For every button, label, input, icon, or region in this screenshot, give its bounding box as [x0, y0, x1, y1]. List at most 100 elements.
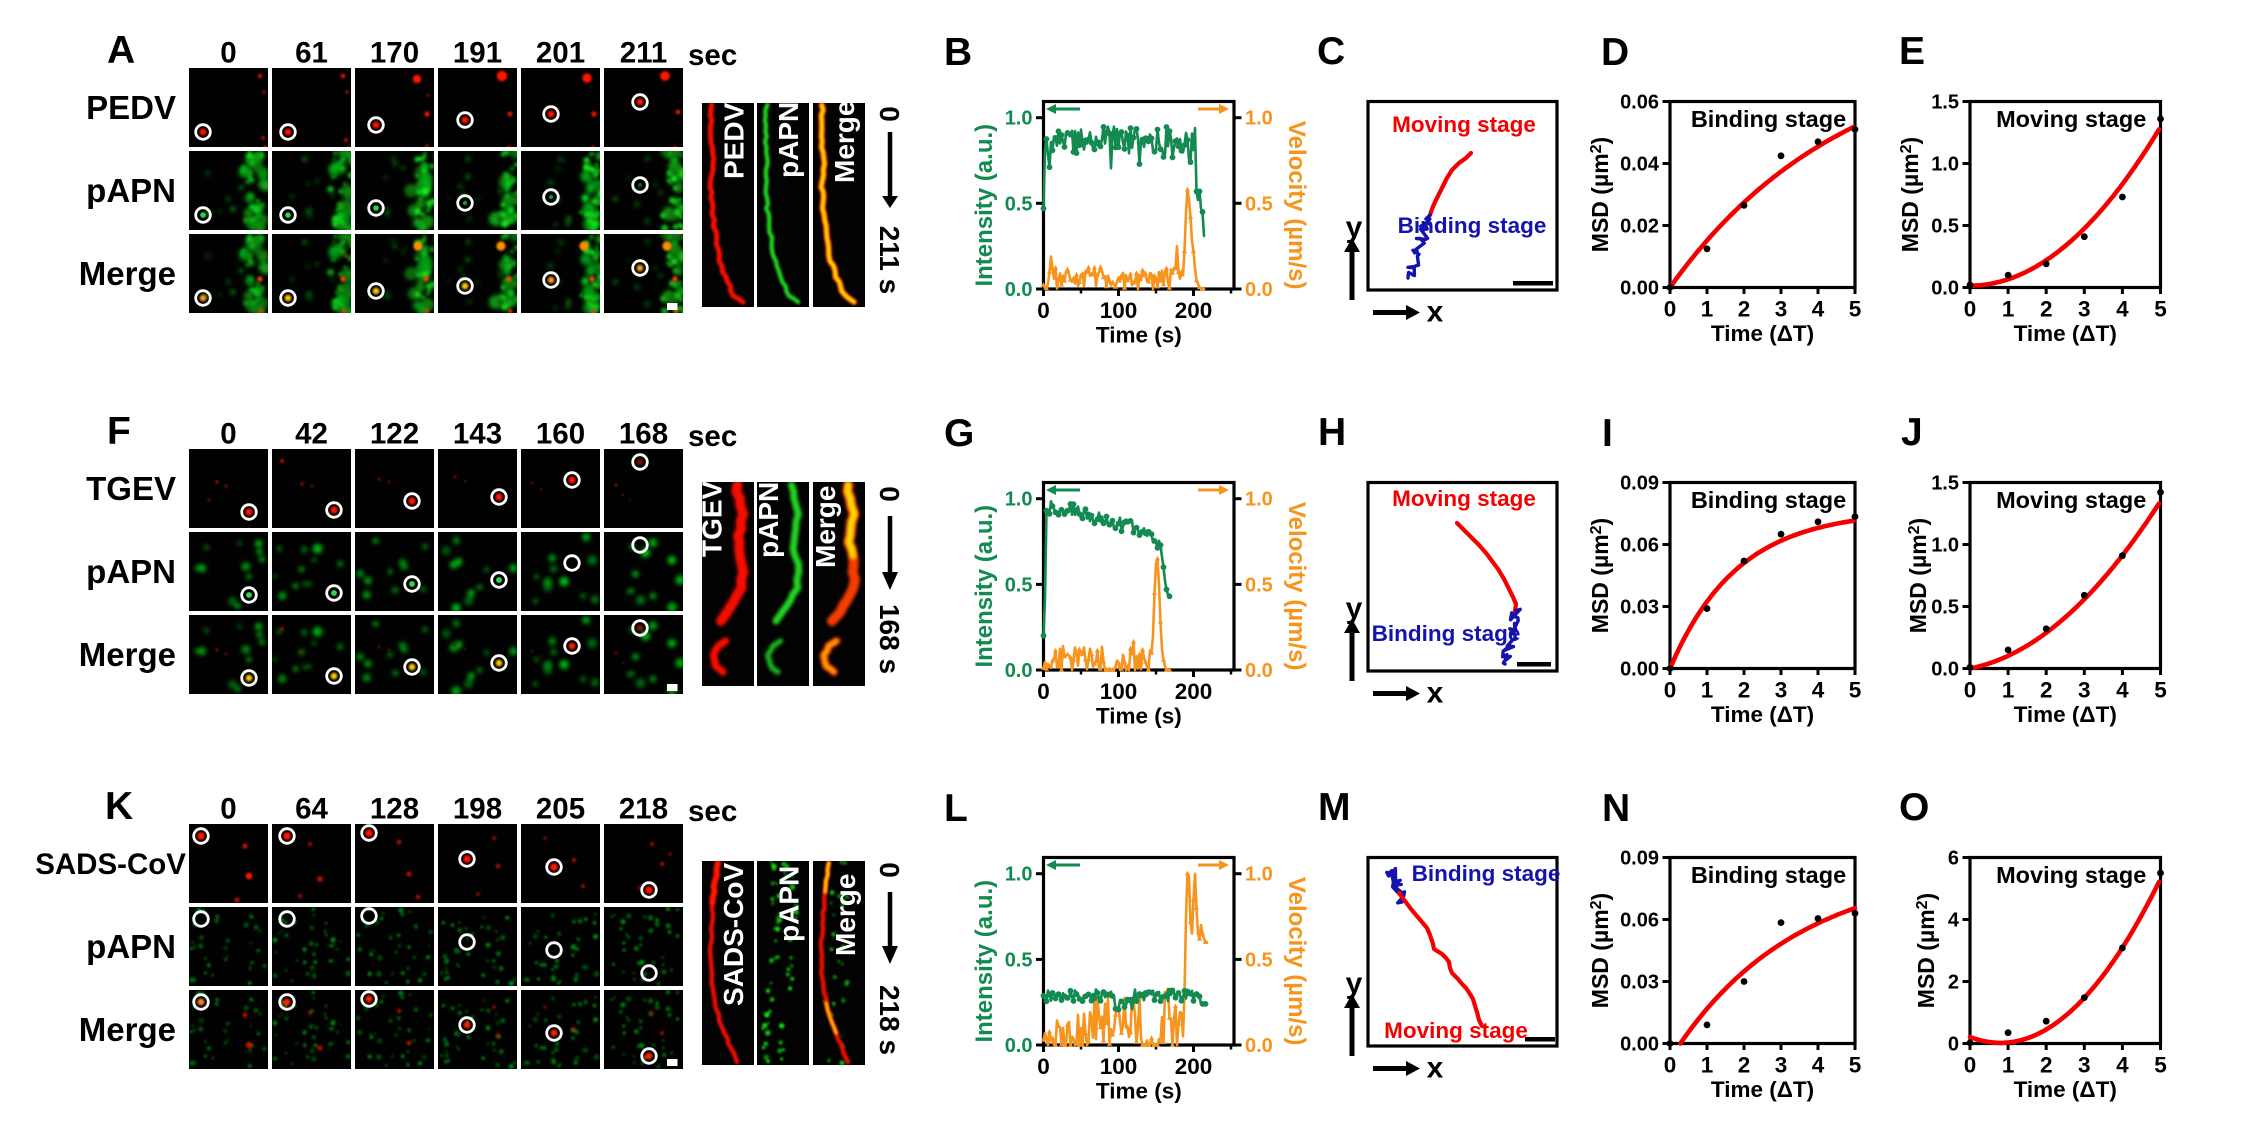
svg-text:1: 1 [2002, 678, 2015, 703]
svg-text:TGEV: TGEV [86, 470, 176, 507]
svg-text:4: 4 [2116, 678, 2129, 703]
svg-text:2: 2 [2040, 297, 2053, 322]
svg-text:1.0: 1.0 [1245, 108, 1273, 130]
svg-text:Moving stage: Moving stage [1996, 862, 2146, 888]
svg-text:Moving stage: Moving stage [1384, 1018, 1528, 1043]
svg-text:0: 0 [1948, 1034, 1959, 1056]
svg-text:Intensity (a.u.): Intensity (a.u.) [971, 505, 998, 668]
svg-text:0.5: 0.5 [1931, 597, 1959, 619]
svg-text:K: K [105, 785, 133, 828]
svg-text:L: L [944, 787, 968, 830]
svg-text:0.5: 0.5 [1005, 949, 1033, 971]
svg-text:4: 4 [1812, 1053, 1825, 1078]
svg-text:1.5: 1.5 [1931, 473, 1959, 495]
svg-text:0: 0 [1964, 1053, 1977, 1078]
svg-text:128: 128 [370, 793, 419, 826]
svg-text:MSD (µm2): MSD (µm2) [1905, 518, 1931, 633]
svg-text:0.06: 0.06 [1620, 910, 1659, 932]
svg-text:200: 200 [1175, 1054, 1213, 1079]
svg-text:0: 0 [1664, 297, 1677, 322]
svg-text:0: 0 [874, 106, 905, 122]
svg-text:pAPN: pAPN [753, 482, 784, 558]
svg-text:4: 4 [1812, 297, 1825, 322]
svg-text:5: 5 [1849, 1053, 1862, 1078]
svg-text:0.5: 0.5 [1005, 193, 1033, 215]
svg-text:64: 64 [295, 793, 328, 826]
svg-text:0.09: 0.09 [1620, 848, 1659, 870]
svg-text:205: 205 [536, 793, 585, 826]
svg-text:2: 2 [2040, 678, 2053, 703]
svg-text:0.09: 0.09 [1620, 473, 1659, 495]
svg-text:Time (ΔT): Time (ΔT) [1711, 1077, 1814, 1102]
svg-text:218: 218 [619, 793, 668, 826]
svg-text:61: 61 [295, 37, 328, 70]
svg-text:1: 1 [2002, 297, 2015, 322]
svg-text:Merge: Merge [79, 636, 176, 673]
svg-text:MSD (µm2): MSD (µm2) [1587, 893, 1613, 1008]
svg-text:Moving stage: Moving stage [1996, 487, 2146, 513]
svg-text:0.06: 0.06 [1620, 535, 1659, 557]
svg-text:0.04: 0.04 [1620, 154, 1660, 176]
svg-text:5: 5 [2154, 678, 2167, 703]
svg-text:198: 198 [453, 793, 502, 826]
svg-text:Binding stage: Binding stage [1412, 861, 1561, 886]
svg-text:0: 0 [1664, 1053, 1677, 1078]
svg-text:Time (ΔT): Time (ΔT) [1711, 321, 1814, 346]
svg-text:Merge: Merge [829, 101, 860, 183]
svg-text:100: 100 [1100, 1054, 1138, 1079]
svg-text:0.0: 0.0 [1005, 660, 1033, 682]
svg-text:3: 3 [2078, 297, 2091, 322]
svg-text:PEDV: PEDV [86, 89, 176, 126]
svg-text:MSD (µm2): MSD (µm2) [1587, 137, 1613, 252]
svg-text:0: 0 [220, 37, 236, 70]
svg-text:2: 2 [1948, 972, 1959, 994]
svg-text:Moving stage: Moving stage [1392, 486, 1536, 511]
svg-text:0.0: 0.0 [1931, 659, 1959, 681]
svg-text:Intensity (a.u.): Intensity (a.u.) [971, 880, 998, 1043]
svg-text:pAPN: pAPN [86, 553, 176, 590]
svg-text:1.0: 1.0 [1005, 489, 1033, 511]
svg-text:0.02: 0.02 [1620, 216, 1659, 238]
svg-text:0.00: 0.00 [1620, 1034, 1659, 1056]
svg-text:A: A [107, 29, 135, 72]
svg-text:1: 1 [2002, 1053, 2015, 1078]
svg-text:0.0: 0.0 [1005, 279, 1033, 301]
svg-text:x: x [1427, 296, 1444, 329]
svg-text:0: 0 [1664, 678, 1677, 703]
svg-text:x: x [1427, 1052, 1444, 1085]
svg-text:pAPN: pAPN [774, 866, 805, 942]
svg-text:Binding stage: Binding stage [1691, 487, 1846, 513]
svg-text:sec: sec [688, 39, 737, 72]
svg-text:201: 201 [536, 37, 585, 70]
svg-text:G: G [944, 412, 974, 455]
svg-text:0.0: 0.0 [1245, 279, 1273, 301]
svg-text:1.0: 1.0 [1245, 864, 1273, 886]
svg-text:0: 0 [874, 486, 905, 502]
svg-text:100: 100 [1100, 298, 1138, 323]
svg-text:4: 4 [1948, 910, 1960, 932]
svg-text:211 s: 211 s [874, 226, 905, 295]
svg-text:C: C [1317, 30, 1345, 73]
svg-text:0.06: 0.06 [1620, 92, 1659, 114]
svg-text:Moving stage: Moving stage [1392, 112, 1536, 137]
svg-text:0.5: 0.5 [1931, 216, 1959, 238]
svg-text:191: 191 [453, 37, 502, 70]
svg-text:0.00: 0.00 [1620, 278, 1659, 300]
svg-text:O: O [1899, 786, 1929, 829]
svg-text:Intensity (a.u.): Intensity (a.u.) [971, 124, 998, 287]
svg-text:y: y [1346, 211, 1363, 244]
svg-text:1.5: 1.5 [1931, 92, 1959, 114]
svg-text:0: 0 [220, 793, 236, 826]
svg-text:0: 0 [874, 862, 905, 878]
svg-text:5: 5 [1849, 678, 1862, 703]
svg-text:3: 3 [2078, 1053, 2091, 1078]
svg-text:Binding stage: Binding stage [1398, 213, 1547, 238]
svg-text:Merge: Merge [79, 255, 176, 292]
svg-text:pAPN: pAPN [86, 928, 176, 965]
svg-text:pAPN: pAPN [773, 102, 804, 178]
svg-text:Time (ΔT): Time (ΔT) [1711, 702, 1814, 727]
svg-text:Binding stage: Binding stage [1691, 106, 1846, 132]
svg-text:170: 170 [370, 37, 419, 70]
svg-text:Merge: Merge [810, 486, 841, 568]
svg-text:1: 1 [1701, 678, 1714, 703]
